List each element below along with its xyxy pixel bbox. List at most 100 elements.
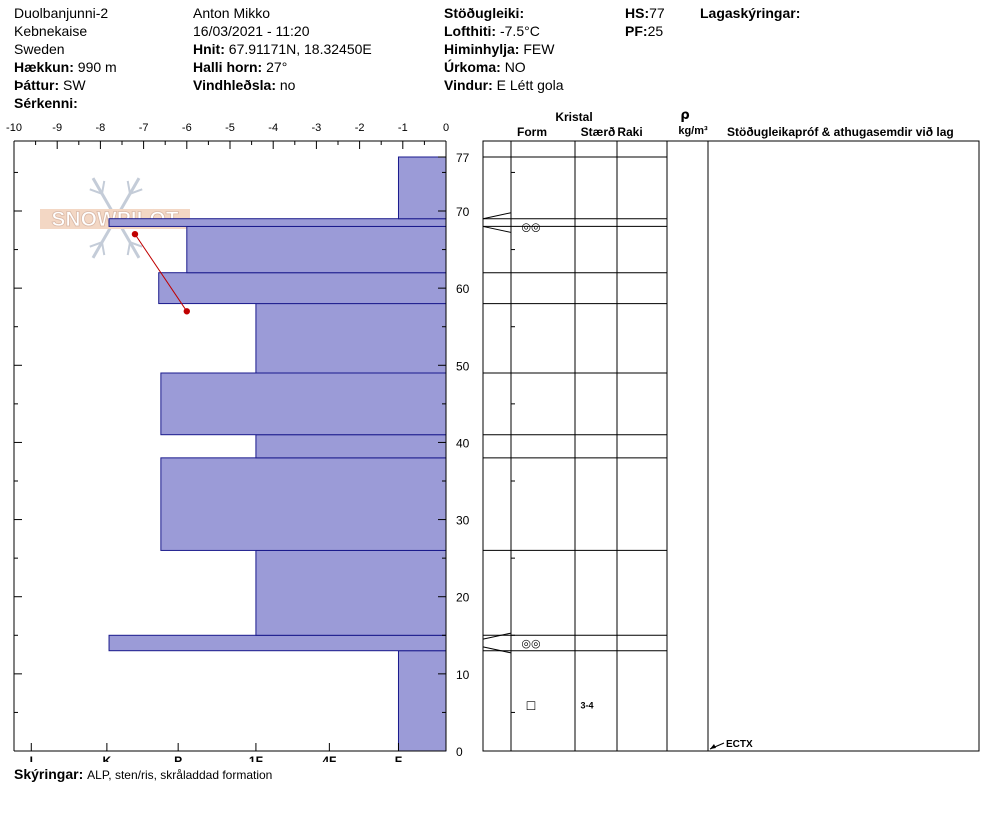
wind-loading-label: Vindhleðsla: (193, 77, 276, 93)
depth-tick-label: 10 (456, 668, 470, 682)
temperature-tick-label: -6 (182, 122, 192, 134)
sky-value: FEW (523, 41, 555, 57)
temperature-tick-label: -7 (139, 122, 149, 134)
temperature-tick-label: 0 (443, 122, 449, 134)
depth-tick-label: 60 (456, 282, 470, 296)
elevation-value: 990 m (77, 59, 117, 75)
pf: PF:25 (625, 22, 663, 40)
layer-notes-label: Lagaskýringar: (700, 5, 801, 21)
snowflake-branch (89, 241, 103, 248)
form-header: Form (517, 125, 547, 139)
precip-value: NO (504, 59, 526, 75)
elevation-label: Hækkun: (14, 59, 74, 75)
temperature-tick-label: -3 (312, 122, 322, 134)
hardness-bar (397, 650, 447, 752)
layer-connector (482, 632, 512, 640)
hardness-bar (255, 549, 447, 636)
hardness-bar (397, 156, 447, 220)
temperature-segment (134, 233, 188, 312)
crystal-size: 3-4 (580, 701, 593, 711)
country: Sweden (14, 41, 65, 57)
slope: Halli horn: 27° (193, 58, 287, 76)
hardness-bar (108, 218, 447, 227)
table-frame (482, 140, 980, 752)
stability: Stöðugleiki: (444, 4, 524, 22)
hardness-bar (108, 634, 447, 652)
temperature-point (183, 308, 190, 315)
density-symbol: ρ (680, 108, 689, 123)
region: Kebnekaise (14, 23, 88, 39)
stability-label: Stöðugleiki: (444, 5, 525, 21)
aspect-label: Þáttur: (14, 77, 60, 93)
layer-table: Kristal Form Stærð Raki ρ kg/m³ Stöðugleikapró… (482, 108, 980, 752)
hardness-bar (160, 457, 447, 551)
snowflake-branch (89, 188, 103, 195)
depth-tick-label: 50 (456, 359, 470, 373)
snowflake-branch (129, 241, 143, 248)
hardness-tick-label: I (30, 754, 33, 762)
temperature-tick-label: -1 (398, 122, 408, 134)
tests-header: Stöðugleikapróf & athugasemdir við lag (727, 125, 954, 139)
layer-notes: Lagaskýringar: (700, 4, 800, 22)
snow-profile-chart: SNOWPILOT -10-9-8-7-6-5-4-3-2-1001020304… (6, 108, 980, 762)
pf-value: 25 (647, 23, 664, 39)
layer-connector (482, 212, 512, 220)
depth-tick-label: 70 (456, 205, 470, 219)
aspect-value: SW (63, 77, 86, 93)
snowflake-branch (126, 242, 131, 256)
temperature-profile (131, 230, 190, 315)
hardness-bar (255, 434, 447, 459)
hardness-tick-label: K (103, 754, 112, 762)
hs: HS:77 (625, 4, 665, 22)
snowflake-branch (129, 188, 143, 195)
hardness-tick-label: 4F (322, 754, 336, 762)
hs-value: 77 (649, 5, 665, 21)
sky-label: Himinhylja: (444, 41, 520, 57)
observer: Anton Mikko (193, 5, 271, 21)
wind-loading: Vindhleðsla: no (193, 76, 295, 94)
hardness-bar (160, 372, 447, 436)
air-temp: Lofthiti: -7.5°C (444, 22, 540, 40)
hardness-bar (158, 272, 447, 305)
test-arrowhead (710, 744, 716, 749)
layer-connector (482, 646, 512, 654)
wind-value: E Létt gola (496, 77, 564, 93)
slope-label: Halli horn: (193, 59, 263, 75)
notes-label: Skýringar: (14, 766, 84, 782)
snowflake-branch (101, 242, 106, 256)
snowflake-branch (101, 180, 106, 194)
density-unit: kg/m³ (678, 125, 708, 137)
layer-connector (482, 225, 512, 233)
special: Sérkenni: (14, 94, 78, 112)
snowflake-branch (126, 180, 131, 194)
depth-tick-label: 0 (456, 745, 463, 759)
aspect: Þáttur: SW (14, 76, 86, 94)
snowpilot-watermark: SNOWPILOT (40, 177, 190, 259)
temperature-tick-label: -2 (355, 122, 365, 134)
hardness-tick-label: P (174, 754, 182, 762)
wind: Vindur: E Létt gola (444, 76, 564, 94)
datetime: 16/03/2021 - 11:20 (193, 23, 310, 39)
sky: Himinhylja: FEW (444, 40, 554, 58)
air-temp-label: Lofthiti: (444, 23, 497, 39)
hardness-bar (186, 225, 447, 274)
crystal-form-symbol: □ (526, 699, 536, 712)
depth-tick-label: 30 (456, 514, 470, 528)
size-header: Stærð (581, 125, 616, 139)
stability-test-label: ECTX (726, 739, 753, 750)
notes-value: ALP, sten/ris, skråladdad formation (87, 768, 273, 782)
notes: Skýringar: ALP, sten/ris, skråladdad for… (14, 766, 272, 782)
air-temp-value: -7.5°C (499, 23, 540, 39)
precip-label: Úrkoma: (444, 59, 501, 75)
coords-label: Hnit: (193, 41, 225, 57)
temperature-tick-label: -10 (6, 122, 22, 134)
hardness-tick-label: 1F (249, 754, 263, 762)
pf-label: PF: (625, 23, 648, 39)
temperature-tick-label: -4 (268, 122, 278, 134)
depth-tick-label: 20 (456, 591, 470, 605)
slope-value: 27° (266, 59, 288, 75)
elevation: Hækkun: 990 m (14, 58, 117, 76)
coords: Hnit: 67.91171N, 18.32450E (193, 40, 372, 58)
crystal-form-symbol: ◎◎ (521, 220, 540, 233)
temperature-tick-label: -5 (225, 122, 235, 134)
